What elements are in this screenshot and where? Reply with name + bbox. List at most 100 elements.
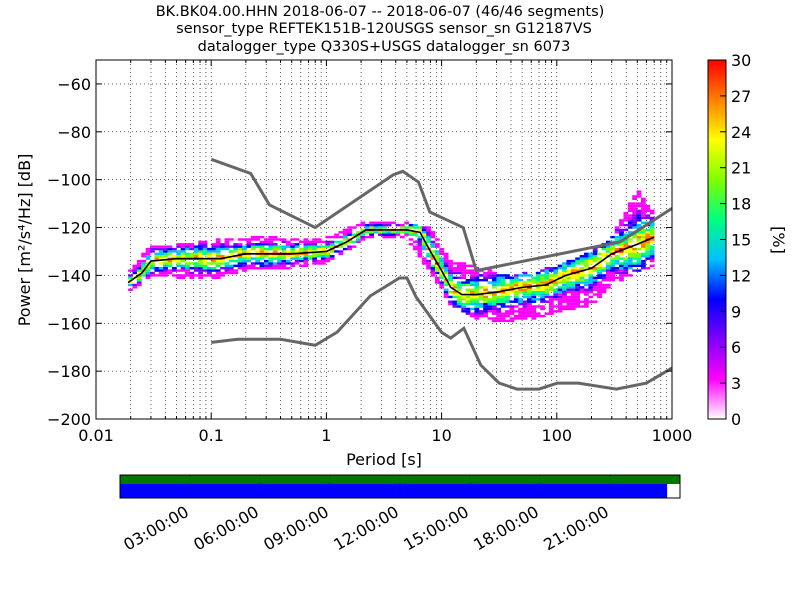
pdf-cell <box>198 271 204 275</box>
pdf-cell <box>619 276 624 279</box>
plot-frame <box>95 59 673 420</box>
pdf-cell <box>224 243 230 246</box>
pdf-cell <box>584 252 589 256</box>
pdf-cell <box>496 298 502 301</box>
pdf-cell <box>509 281 515 284</box>
pdf-cell <box>584 305 589 308</box>
pdf-cell <box>307 247 313 251</box>
pdf-cell <box>228 257 234 260</box>
pdf-cell <box>448 262 453 265</box>
pdf-cell <box>198 240 204 244</box>
pdf-cell <box>597 283 602 287</box>
pdf-cell <box>198 262 204 265</box>
pdf-cell <box>185 267 190 270</box>
pdf-cell <box>531 288 537 291</box>
pdf-cell <box>562 293 567 296</box>
pdf-cell <box>619 267 624 270</box>
pdf-cell <box>483 302 488 306</box>
pdf-cell <box>465 281 471 284</box>
pdf-cell <box>575 281 581 284</box>
pdf-cell <box>189 271 195 275</box>
pdf-cell <box>448 264 453 268</box>
pdf-cell <box>268 264 274 268</box>
pdf-cell <box>487 274 493 277</box>
pdf-cell <box>430 269 436 272</box>
pdf-cell <box>329 245 335 248</box>
pdf-cell <box>500 290 506 294</box>
pdf-cell <box>145 252 151 256</box>
pdf-cell <box>627 255 633 258</box>
pdf-cell <box>562 300 567 303</box>
pdf-cell <box>237 247 243 251</box>
pdf-cell <box>237 243 243 246</box>
pdf-cell <box>456 298 462 301</box>
pdf-cell <box>527 283 532 287</box>
pdf-cell <box>320 247 326 251</box>
pdf-cell <box>470 314 475 318</box>
pdf-cell <box>588 257 594 260</box>
pdf-cell <box>535 290 541 294</box>
pdf-cell <box>527 295 532 299</box>
pdf-cell <box>548 267 554 270</box>
pdf-cell <box>320 257 326 260</box>
pdf-cell <box>496 312 502 315</box>
pdf-cell <box>597 274 602 277</box>
pdf-cell <box>588 283 594 287</box>
pdf-cell <box>207 271 212 275</box>
chart-title: BK.BK04.00.HHN 2018-06-07 -- 2018-06-07 … <box>156 4 605 55</box>
pdf-cell <box>496 276 502 279</box>
pdf-cell <box>527 288 532 291</box>
pdf-cell <box>597 264 602 268</box>
pdf-cell <box>544 300 550 303</box>
pdf-cell <box>465 283 471 287</box>
pdf-cell <box>413 233 418 236</box>
pdf-cell <box>303 262 309 265</box>
pdf-cell <box>377 231 383 234</box>
pdf-cell <box>584 259 589 263</box>
pdf-cell <box>342 238 348 241</box>
pdf-cell <box>448 269 453 272</box>
pdf-cell <box>220 243 225 246</box>
pdf-cell <box>527 307 532 311</box>
pdf-cell <box>294 250 300 253</box>
pdf-cell <box>413 223 418 227</box>
pdf-cell <box>641 202 646 205</box>
pdf-cell <box>294 255 300 258</box>
pdf-cell <box>636 257 642 260</box>
pdf-cell <box>373 221 379 224</box>
pdf-cell <box>180 243 186 246</box>
pdf-cell <box>439 252 445 256</box>
pdf-cell <box>325 240 331 244</box>
pdf-cell <box>588 269 594 272</box>
pdf-cell <box>592 286 598 289</box>
pdf-cell <box>421 262 427 265</box>
pdf-cell <box>255 235 261 239</box>
pdf-cell <box>399 231 405 234</box>
pdf-cell <box>145 271 151 275</box>
pdf-cell <box>211 247 217 251</box>
pdf-cell <box>268 235 274 239</box>
pdf-cell <box>417 238 423 241</box>
pdf-cell <box>465 295 471 299</box>
pdf-cell <box>478 310 484 313</box>
pdf-cell <box>303 250 309 253</box>
pdf-cell <box>141 274 147 277</box>
pdf-cell <box>180 264 186 268</box>
pdf-cell <box>382 235 388 239</box>
pdf-cell <box>242 250 247 253</box>
pdf-cell <box>268 238 274 241</box>
pdf-cell <box>610 245 616 248</box>
pdf-cell <box>465 264 471 268</box>
pdf-cell <box>316 247 322 251</box>
pdf-cell <box>145 267 151 270</box>
pdf-cell <box>136 271 142 275</box>
pdf-cell <box>619 257 624 260</box>
pdf-cell <box>509 300 515 303</box>
pdf-cell <box>513 276 519 279</box>
pdf-cell <box>272 257 278 260</box>
pdf-cell <box>601 269 607 272</box>
pdf-cell <box>176 269 182 272</box>
pdf-cell <box>163 245 168 248</box>
pdf-cell <box>242 255 247 258</box>
pdf-cell <box>627 238 633 241</box>
